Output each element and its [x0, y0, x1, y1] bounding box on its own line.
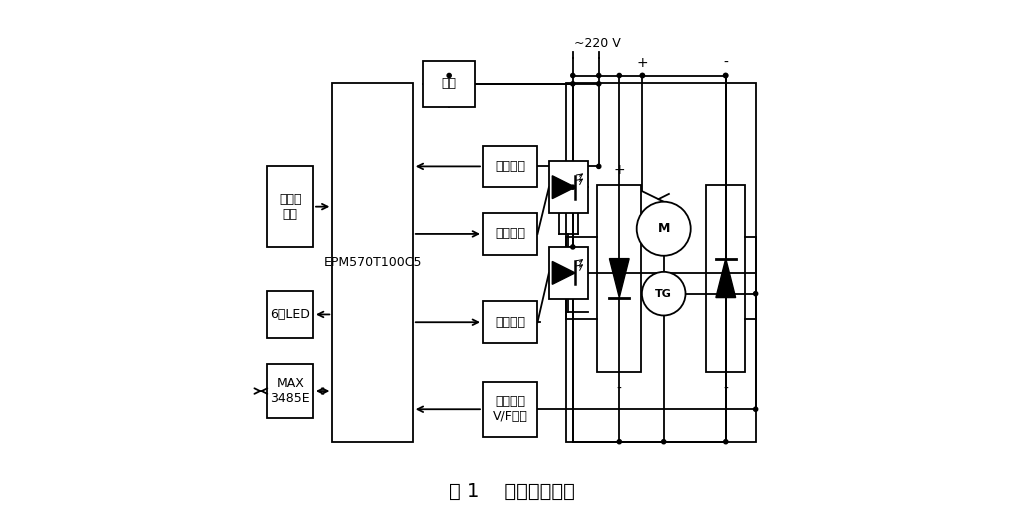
Bar — [267, 291, 313, 338]
Circle shape — [571, 82, 575, 86]
Text: 图 1    模块组成框图: 图 1 模块组成框图 — [448, 481, 575, 500]
Circle shape — [641, 272, 685, 316]
Circle shape — [617, 439, 621, 444]
Text: -: - — [723, 382, 728, 396]
Bar — [549, 161, 588, 213]
Text: ~220 V: ~220 V — [574, 37, 621, 49]
Bar — [424, 61, 475, 107]
Text: -: - — [617, 382, 622, 396]
Text: MAX
3485E: MAX 3485E — [270, 377, 310, 405]
Text: 电源: 电源 — [442, 77, 456, 90]
Circle shape — [723, 74, 727, 78]
Bar — [483, 213, 537, 255]
Circle shape — [662, 439, 666, 444]
Text: TG: TG — [656, 289, 672, 299]
Circle shape — [447, 74, 451, 78]
Text: 隔离驱动: 隔离驱动 — [495, 316, 525, 329]
Text: -: - — [723, 56, 728, 70]
Circle shape — [571, 245, 575, 249]
Circle shape — [754, 407, 758, 411]
Bar — [483, 301, 537, 343]
Bar — [597, 185, 641, 372]
Circle shape — [640, 74, 644, 78]
Text: 过零脉冲: 过零脉冲 — [495, 160, 525, 173]
Circle shape — [596, 164, 601, 169]
Polygon shape — [552, 176, 575, 198]
Text: 6位LED: 6位LED — [270, 308, 310, 321]
Circle shape — [754, 291, 758, 296]
Bar — [483, 382, 537, 436]
Circle shape — [596, 74, 601, 78]
Text: 预处理与
V/F变换: 预处理与 V/F变换 — [493, 395, 528, 423]
Polygon shape — [716, 259, 736, 298]
Bar — [483, 145, 537, 187]
Circle shape — [640, 74, 644, 78]
Circle shape — [571, 74, 575, 78]
Polygon shape — [610, 259, 629, 298]
Circle shape — [723, 439, 727, 444]
Bar — [549, 247, 588, 299]
Circle shape — [723, 74, 727, 78]
Circle shape — [617, 74, 621, 78]
Bar — [706, 185, 745, 372]
Text: +: + — [636, 56, 649, 70]
Circle shape — [596, 82, 601, 86]
Circle shape — [571, 185, 575, 189]
Text: EPM570T100C5: EPM570T100C5 — [323, 256, 421, 269]
Text: 隔离驱动: 隔离驱动 — [495, 227, 525, 240]
Bar — [566, 83, 756, 442]
Circle shape — [636, 202, 691, 256]
Text: M: M — [658, 222, 670, 235]
Text: 加减速
按键: 加减速 按键 — [279, 193, 302, 220]
Bar — [267, 166, 313, 247]
Text: +: + — [614, 163, 625, 177]
Polygon shape — [552, 261, 575, 285]
Bar — [267, 364, 313, 418]
Bar — [332, 83, 413, 442]
